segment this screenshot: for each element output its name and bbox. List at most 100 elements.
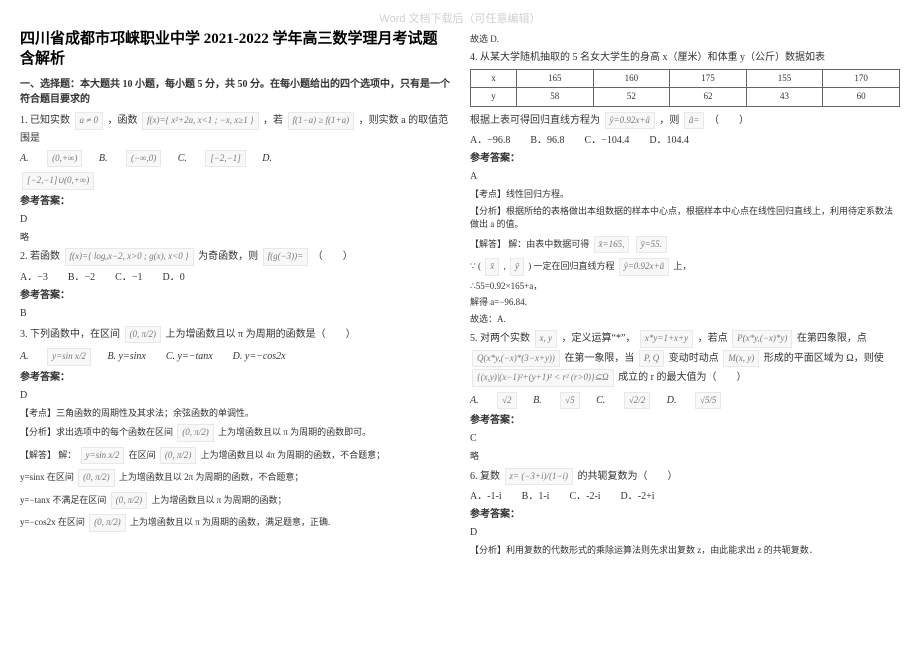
- q5-m3: 在第四象限，点: [797, 333, 867, 344]
- q3-kd-label: 【考点】: [20, 408, 56, 418]
- q3-l4-f: (0, π/2): [89, 514, 126, 532]
- q4-ans: A: [470, 169, 900, 184]
- q4-jd-f1: x̄=165,: [594, 236, 630, 254]
- q3-fx: 求出选项中的每个函数在区间: [56, 427, 173, 437]
- question-3: 3. 下列函数中，在区间 (0, π/2) 上为增函数且以 π 为周期的函数是（…: [20, 325, 450, 345]
- q1-optD-long: [−2,−1]∪(0,+∞): [20, 171, 450, 191]
- q3-fx-tail: 上为增函数且以 π 为周期的函数即可。: [218, 427, 371, 437]
- cell: 165: [516, 69, 593, 88]
- q3-l3-f: (0, π/2): [111, 492, 148, 510]
- q3-l3-tail: 上为增函数且以 π 为周期的函数；: [151, 494, 286, 504]
- question-2: 2. 若函数 f(x)={ logₐx−2, x>0 ; g(x), x<0 }…: [20, 247, 450, 267]
- q1-mid1: ，函数: [107, 115, 137, 126]
- q4-l2-pre: 根据上表可得回归直线方程为: [470, 115, 600, 126]
- q3-jd-f2: (0, π/2): [160, 447, 197, 465]
- q5-pre: 5. 对两个实数: [470, 333, 530, 344]
- q4-l2-mid: ，则: [659, 115, 679, 126]
- q5-oD-pre: D.: [667, 395, 677, 406]
- q1-optC: [−2,−1]: [205, 150, 245, 168]
- q4-l2m: ,: [503, 261, 505, 271]
- q5-oC: √2/2: [624, 392, 650, 410]
- q2-f1: f(x)={ logₐx−2, x>0 ; g(x), x<0 }: [65, 248, 194, 266]
- q3-fx-f: (0, π/2): [177, 424, 214, 442]
- q6-fx: 【分析】利用复数的代数形式的乘除运算法则先求出复数 z，由此能求出 z 的共轭复…: [470, 544, 900, 558]
- q3-jieda-3: y=−tanx 不满足在区间 (0, π/2) 上为增函数且以 π 为周期的函数…: [20, 491, 450, 511]
- q5-f4: Q(x*y,(−x)*(3−x+y)): [472, 350, 560, 368]
- q4-l2t: ) 一定在回归直线方程: [528, 261, 617, 271]
- q3-l2-tail: 上为增函数且以 2π 为周期的函数，不合题意；: [119, 472, 304, 482]
- q1-optB: (−∞,0): [126, 150, 161, 168]
- q3-tail: 上为增函数且以 π 为周期的函数是（ ）: [166, 329, 356, 340]
- q6-tail: 的共轭复数为（ ）: [578, 471, 678, 482]
- q4-l2f2: ȳ: [510, 258, 524, 276]
- q5-oB-pre: B.: [533, 395, 542, 406]
- q5-f5: P, Q: [639, 350, 664, 368]
- table-row: x 165 160 175 155 170: [471, 69, 900, 88]
- q5-oC-pre: C.: [596, 395, 605, 406]
- q5-m7: 成立的 r 的最大值为（ ）: [618, 372, 746, 383]
- q6-fx-text: 利用复数的代数形式的乘除运算法则先求出复数 z，由此能求出 z 的共轭复数．: [506, 545, 818, 555]
- q5-f3: P(x*y,(−x)*y): [732, 330, 792, 348]
- q3-optBCD: B. y=sinx C. y=−tanx D. y=−cos2x: [107, 351, 285, 362]
- q1-ans-label: 参考答案：: [20, 194, 450, 209]
- page-container: 四川省成都市邛崃职业中学 2021-2022 学年高三数学理月考试题含解析 一、…: [0, 0, 920, 571]
- cell: y: [471, 88, 517, 107]
- cell: 43: [746, 88, 823, 107]
- q5-f1: x, y: [535, 330, 558, 348]
- cell: 62: [670, 88, 747, 107]
- q1-optD-pre: D.: [262, 153, 272, 164]
- q4-l2-f2: â=: [684, 112, 705, 130]
- q5-ans: C: [470, 431, 900, 446]
- q1-optD: [−2,−1]∪(0,+∞): [22, 172, 94, 190]
- q4-l2f1: x̄: [485, 258, 499, 276]
- q5-m5: 变动时动点: [669, 353, 719, 364]
- question-5: 5. 对两个实数 x, y ，定义运算“*”， x*y=1+x+y ，若点 P(…: [470, 329, 900, 388]
- q6-fx-label: 【分析】: [470, 545, 506, 555]
- q3-optA-pre: A.: [20, 351, 29, 362]
- q4-ans-label: 参考答案：: [470, 151, 900, 166]
- q2-ans: B: [20, 306, 450, 321]
- q3-jd-label: 【解答】: [20, 449, 56, 459]
- left-column: 四川省成都市邛崃职业中学 2021-2022 学年高三数学理月考试题含解析 一、…: [20, 30, 450, 561]
- q2-mid: 为奇函数，则: [198, 251, 258, 262]
- q1-ans: D: [20, 212, 450, 227]
- q3-l2-f: (0, π/2): [78, 469, 115, 487]
- q2-f2: f(g(−3))=: [263, 248, 309, 266]
- q1-note: 略: [20, 231, 450, 245]
- q5-f2: x*y=1+x+y: [640, 330, 693, 348]
- q5-m4: 在第一象限，当: [564, 353, 634, 364]
- q6-ans: D: [470, 525, 900, 540]
- q3-optA: y=sin x/2: [47, 348, 91, 366]
- q3-pre: 3. 下列函数中，在区间: [20, 329, 120, 340]
- q3-l4-tail: 上为增函数且以 π 为周期的函数，满足题意，正确.: [130, 517, 330, 527]
- q3-jd-pre: 解：: [58, 449, 76, 459]
- cell: 52: [593, 88, 670, 107]
- q3-jd-tail1: 上为增函数且以 4π 为周期的函数，不合题意；: [201, 449, 386, 459]
- q1-pre: 1. 已知实数: [20, 115, 70, 126]
- cell: 160: [593, 69, 670, 88]
- q5-note: 略: [470, 450, 900, 464]
- q3-options: A. y=sin x/2 B. y=sinx C. y=−tanx D. y=−…: [20, 347, 450, 367]
- q4-l4: 解得 a=−96.84.: [470, 296, 900, 310]
- q5-options: A. √2 B. √5 C. √2/2 D. √5/5: [470, 391, 900, 411]
- q6-options: A．-1-i B．1-i C．-2-i D．-2+i: [470, 489, 900, 504]
- q4-l2p: ∵ (: [470, 261, 481, 271]
- q2-ans-label: 参考答案：: [20, 288, 450, 303]
- q5-f6: M(x, y): [723, 350, 759, 368]
- doc-title: 四川省成都市邛崃职业中学 2021-2022 学年高三数学理月考试题含解析: [20, 30, 450, 69]
- section-heading: 一、选择题：本大题共 10 小题，每小题 5 分，共 50 分。在每小题给出的四…: [20, 77, 450, 107]
- q4-kd-text: 线性回归方程。: [506, 189, 569, 199]
- q5-ans-label: 参考答案：: [470, 413, 900, 428]
- right-column: 故选 D. 4. 从某大学随机抽取的 5 名女大学生的身高 x（厘米）和体重 y…: [470, 30, 900, 561]
- q4-l2e: 上，: [673, 261, 691, 271]
- q4-kd-label: 【考点】: [470, 189, 506, 199]
- q2-tail: （ ）: [313, 251, 353, 262]
- q5-m1: ，定义运算“*”，: [562, 333, 636, 344]
- q1-options: A. (0,+∞) B. (−∞,0) C. [−2,−1] D.: [20, 149, 450, 169]
- q4-l2f3: ŷ=0.92x+â: [619, 258, 669, 276]
- question-1: 1. 已知实数 a ≠ 0 ，函数 f(x)={ x²+2a, x<1 ; −x…: [20, 111, 450, 146]
- q5-f7: {(x,y)|(x−1)²+(y+1)² < r² (r>0)}⊆Ω: [472, 369, 614, 387]
- cell: 60: [823, 88, 900, 107]
- q4-options: A．−96.8 B．96.8 C．−104.4 D．104.4: [470, 133, 900, 148]
- question-6: 6. 复数 z= (−3+i)/(1−i) 的共轭复数为（ ）: [470, 467, 900, 487]
